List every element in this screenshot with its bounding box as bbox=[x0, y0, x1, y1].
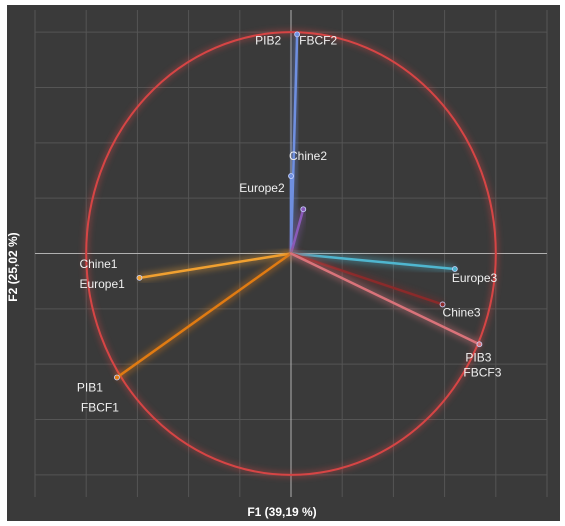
point-pib3-fbcf3 bbox=[476, 341, 483, 348]
point-label-pib1: PIB1 bbox=[77, 380, 103, 394]
point-label-europe1: Europe1 bbox=[79, 277, 125, 291]
vectors-layer bbox=[114, 31, 483, 381]
point-label-fbcf2: FBCF2 bbox=[299, 33, 337, 47]
point-label-europe2: Europe2 bbox=[239, 181, 285, 195]
point-pib1-fbcf1 bbox=[114, 374, 120, 381]
point-europe3 bbox=[451, 266, 458, 272]
chart-frame: PIB2 FBCF2 Chine2 Europe2 Chine1 Europe1 PIB1 F… bbox=[6, 5, 560, 521]
point-label-chine1: Chine1 bbox=[79, 257, 117, 271]
point-chine2 bbox=[288, 173, 294, 179]
point-label-pib2: PIB2 bbox=[255, 33, 281, 47]
x-axis-label: F1 (39,19 %) bbox=[247, 505, 316, 519]
point-chine1-europe1 bbox=[136, 274, 143, 281]
point-chine3 bbox=[439, 301, 446, 308]
labels-layer: PIB2 FBCF2 Chine2 Europe2 Chine1 Europe1 PIB1 F… bbox=[77, 33, 502, 414]
point-label-chine3: Chine3 bbox=[443, 305, 481, 319]
vector-pib1-fbcf1 bbox=[115, 252, 293, 379]
vector-europe3 bbox=[289, 252, 457, 271]
circle-layer bbox=[83, 29, 499, 478]
point-europe2 bbox=[300, 206, 307, 213]
point-label-fbcf3: FBCF3 bbox=[463, 365, 501, 379]
vector-europe2 bbox=[289, 207, 305, 255]
unit-circle bbox=[85, 31, 497, 476]
point-label-europe3: Europe3 bbox=[452, 271, 498, 285]
vector-chine1-europe1 bbox=[138, 252, 293, 280]
point-label-pib3: PIB3 bbox=[465, 350, 491, 364]
vector-pib3-fbcf3 bbox=[289, 252, 481, 346]
point-label-chine2: Chine2 bbox=[289, 149, 327, 163]
point-label-fbcf1: FBCF1 bbox=[81, 400, 119, 414]
correlation-circle-chart: PIB2 FBCF2 Chine2 Europe2 Chine1 Europe1 PIB1 F… bbox=[6, 10, 548, 519]
point-pib2-fbcf2 bbox=[294, 31, 301, 38]
y-axis-label: F2 (25,02 %) bbox=[7, 232, 20, 301]
